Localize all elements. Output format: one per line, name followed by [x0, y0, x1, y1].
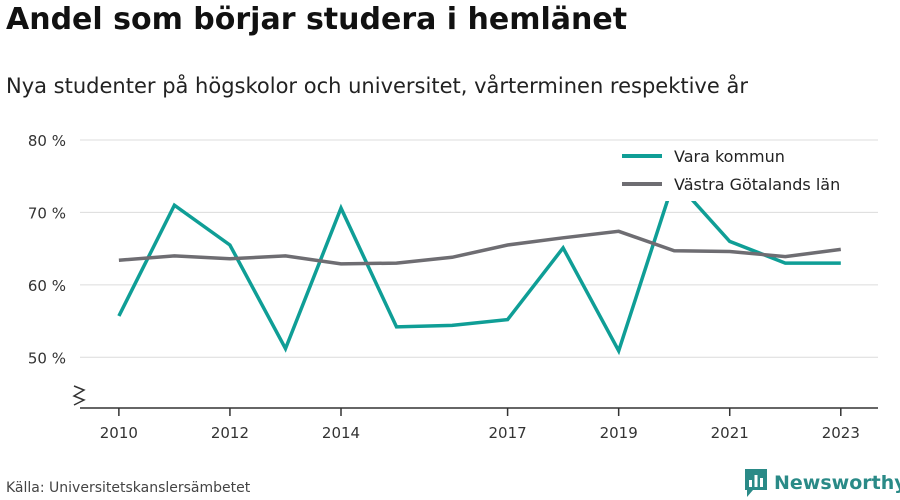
axis-break-icon: [72, 385, 86, 406]
legend-label: Västra Götalands län: [674, 175, 840, 194]
bar-chart-logo-icon: [745, 469, 767, 497]
legend-label: Vara kommun: [674, 147, 785, 166]
x-tick-label: 2021: [711, 424, 749, 442]
x-tick-label: 2017: [489, 424, 527, 442]
x-tick-label: 2010: [100, 424, 138, 442]
x-tick-label: 2019: [600, 424, 638, 442]
brand-name: Newsworthy: [774, 472, 900, 494]
series-lines: [117, 176, 842, 356]
x-tick-label: 2014: [322, 424, 360, 442]
x-tick-label: 2023: [822, 424, 860, 442]
gridlines: [80, 139, 878, 358]
y-tick-label: 60 %: [28, 277, 66, 295]
source-note: Källa: Universitetskanslersämbetet: [6, 480, 251, 496]
x-tick-label: 2012: [211, 424, 249, 442]
legend: Vara kommun Västra Götalands län: [612, 143, 864, 201]
y-tick-label: 50 %: [28, 349, 66, 367]
chart-subtitle: Nya studenter på högskolor och universit…: [6, 74, 748, 98]
series-line-1: [117, 176, 841, 356]
legend-background: [612, 143, 864, 201]
y-tick-label: 70 %: [28, 204, 66, 222]
brand-logo: Newsworthy: [744, 468, 900, 498]
x-axis: 2010 2012 2014 2017 2019 2021 2023: [80, 407, 878, 442]
y-axis: 50 % 60 % 70 % 80 %: [28, 132, 86, 406]
y-tick-label: 80 %: [28, 132, 66, 150]
chart-title: Andel som börjar studera i hemlänet: [6, 2, 628, 37]
series-line-2: [118, 229, 842, 266]
